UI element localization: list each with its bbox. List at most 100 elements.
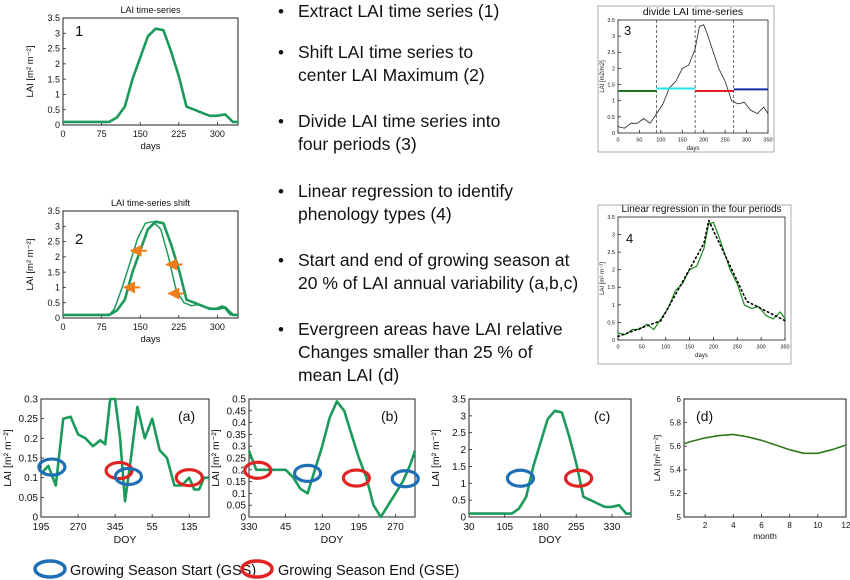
x-tick-label: 75	[97, 129, 107, 139]
y-tick-label: 1.5	[47, 74, 60, 84]
y-tick-label: 0.25	[227, 454, 247, 465]
y-tick-label: 0.05	[19, 493, 39, 504]
bullet-icon: •	[278, 43, 284, 62]
y-tick-label: 0.35	[227, 430, 247, 441]
x-tick-label: 345	[107, 522, 124, 533]
y-tick-label: 0	[612, 338, 615, 344]
x-tick-label: 105	[496, 522, 513, 533]
y-axis-label: LAI [m² m⁻²]	[25, 239, 36, 291]
y-tick-label: 5.8	[670, 418, 682, 427]
lai-series-line	[63, 220, 238, 317]
x-tick-label: 2	[703, 521, 708, 530]
bullet-icon: •	[278, 112, 284, 131]
y-tick-label: 1.5	[47, 267, 60, 277]
y-tick-label: 1	[55, 90, 60, 100]
x-tick-label: 12	[842, 521, 850, 530]
x-tick-label: 225	[171, 129, 186, 139]
y-tick-label: 0	[460, 513, 466, 524]
lai-series-line	[63, 27, 238, 124]
chart-title: LAI time-series	[120, 5, 181, 15]
lai-series-line	[683, 433, 847, 455]
x-tick-label: 300	[742, 138, 751, 144]
y-axis-label: LAI [m² m⁻²]	[600, 262, 606, 295]
y-tick-label: 0	[612, 131, 615, 137]
panel-label: 1	[75, 23, 83, 40]
chart-title: LAI time-series shift	[111, 198, 191, 208]
y-tick-label: 3	[55, 221, 60, 231]
plot-frame	[683, 398, 847, 518]
gss-marker	[37, 457, 67, 477]
y-tick-label: 2.5	[607, 50, 615, 56]
x-tick-label: 250	[721, 138, 730, 144]
x-tick-label: 330	[241, 522, 258, 533]
x-axis-label: days	[140, 334, 160, 345]
bullet-icon: •	[278, 182, 284, 201]
y-tick-label: 0.2	[232, 465, 246, 476]
x-axis-label: month	[753, 531, 777, 541]
x-tick-label: 55	[147, 522, 159, 533]
y-tick-label: 0.3	[232, 442, 246, 453]
y-tick-label: 2.5	[607, 250, 615, 256]
y-tick-label: 1	[460, 479, 466, 490]
x-tick-label: 330	[604, 522, 621, 533]
x-tick-label: 100	[661, 345, 670, 351]
y-tick-label: 3	[55, 28, 60, 38]
x-tick-label: 300	[210, 322, 225, 332]
chart-p4: 0 0.5 1 1.5 2 2.5 3 3.5 0 50 100 150 200 250 300 350 day…	[597, 204, 792, 365]
method-step: • Divide LAI time series into four period…	[278, 110, 500, 156]
y-tick-label: 0	[32, 513, 38, 524]
y-tick-label: 2.5	[47, 44, 60, 54]
legend-gse-label: Growing Season End (GSE)	[278, 563, 459, 579]
x-tick-label: 270	[387, 522, 404, 533]
x-axis-label: DOY	[114, 534, 137, 546]
x-tick-label: 6	[759, 521, 764, 530]
method-step: • Start and end of growing season at 20 %…	[278, 249, 578, 295]
chart-pc: 0 0.5 1 1.5 2 2.5 3 3.5 30 105 180 255 330 DOY LAI [m²…	[430, 395, 632, 546]
y-tick-label: 5.2	[670, 489, 682, 498]
y-tick-label: 2.5	[47, 237, 60, 247]
gse-marker	[104, 460, 134, 481]
y-tick-label: 6	[677, 395, 682, 404]
y-tick-label: 0.3	[24, 395, 38, 406]
y-tick-label: 0.5	[607, 115, 615, 121]
lai-series-line	[40, 397, 209, 503]
method-step: • Extract LAI time series (1)	[278, 0, 499, 23]
method-step-text: Evergreen areas have LAI relative Change…	[298, 319, 563, 385]
gss-marker	[390, 469, 420, 489]
x-tick-label: 150	[685, 345, 694, 351]
x-tick-label: 75	[97, 322, 107, 332]
y-tick-label: 1	[612, 99, 615, 105]
x-tick-label: 10	[813, 521, 822, 530]
panel-border	[597, 204, 792, 365]
x-axis-label: days	[687, 146, 700, 152]
x-tick-label: 0	[60, 322, 65, 332]
method-step-text: Extract LAI time series (1)	[298, 1, 500, 21]
chart-p1: 0 0.5 1 1.5 2 2.5 3 3.5 0 75 150 225 300 days LAI [m² …	[25, 5, 239, 152]
chart-p2: 0 0.5 1 1.5 2 2.5 3 3.5 0 75 150 225 300 days LAI [m² …	[25, 198, 239, 345]
y-tick-label: 3	[612, 232, 615, 238]
chart-pd: 5 5.2 5.4 5.6 5.8 6 2 4 6 8 10 12 month LAI [m² m⁻²] (…	[652, 395, 850, 541]
plot-frame	[617, 216, 786, 341]
panel-label: (c)	[594, 408, 610, 424]
y-axis-label: LAI [m² m⁻²]	[25, 46, 36, 98]
y-axis-label: LAI [m2/m2]	[600, 60, 606, 93]
x-tick-label: 300	[210, 129, 225, 139]
plot-frame	[62, 17, 239, 126]
y-tick-label: 3	[612, 34, 615, 40]
panel-label: (a)	[178, 408, 195, 424]
y-tick-label: 0.25	[19, 414, 39, 425]
chart-p3: 0 0.5 1 1.5 2 2.5 3 3.5 0 50 100 150 200 250 300 350 day…	[597, 5, 775, 153]
x-tick-label: 150	[133, 322, 148, 332]
x-tick-label: 250	[733, 345, 742, 351]
y-tick-label: 3.5	[47, 13, 60, 23]
gss-marker	[292, 463, 323, 483]
y-tick-label: 5.4	[670, 466, 682, 475]
y-tick-label: 1.5	[607, 285, 615, 291]
gss-marker	[505, 468, 536, 488]
y-tick-label: 0.1	[24, 473, 38, 484]
y-tick-label: 3.5	[607, 215, 615, 221]
gse-marker	[174, 468, 204, 488]
legend: Growing Season Start (GSS) Growing Seaso…	[33, 559, 459, 579]
y-tick-label: 5	[677, 513, 682, 522]
